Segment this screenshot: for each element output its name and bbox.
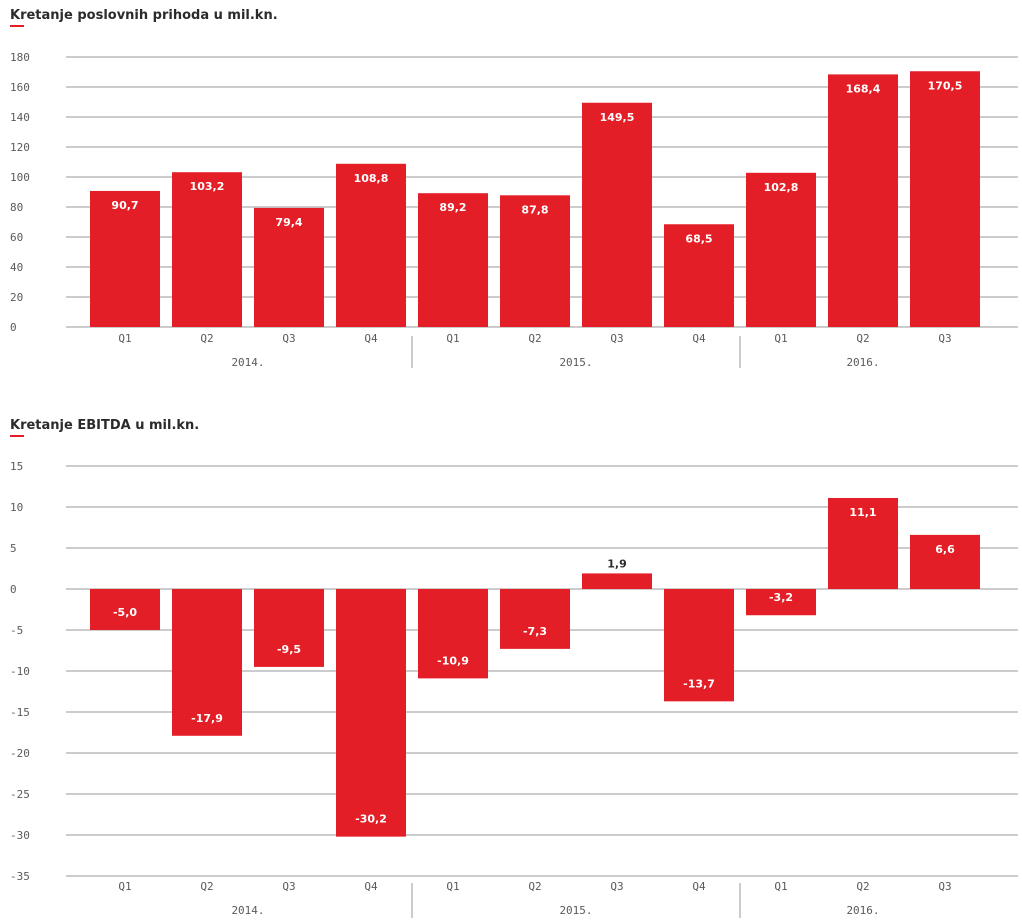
bar [90, 589, 160, 630]
y-tick-label: 5 [10, 542, 17, 555]
data-label: 87,8 [521, 203, 548, 216]
category-label: Q4 [364, 332, 378, 345]
category-label: Q4 [692, 880, 706, 893]
bar [664, 589, 734, 702]
year-label: 2014. [231, 904, 264, 917]
category-label: Q1 [774, 332, 787, 345]
data-label: 89,2 [439, 201, 466, 214]
bar [500, 589, 570, 649]
bar [336, 589, 406, 837]
category-label: Q3 [610, 332, 623, 345]
bar [418, 193, 488, 327]
revenue-chart: 0 20 40 60 80 100 120 140 160 180 90,7 Q1 103,2 Q2 79,… [10, 51, 1018, 369]
category-label: Q3 [938, 332, 951, 345]
y-tick-label: -30 [10, 829, 30, 842]
data-label: -13,7 [683, 677, 715, 690]
bar [828, 74, 898, 328]
y-tick-label: 160 [10, 81, 30, 94]
y-tick-label: -25 [10, 788, 30, 801]
bar [172, 172, 242, 327]
data-label: 1,9 [607, 557, 627, 570]
chart-title-ebitda: Kretanje EBITDA u mil.kn. [10, 418, 200, 433]
data-label: -17,9 [191, 712, 223, 725]
category-label: Q2 [528, 880, 541, 893]
category-label: Q1 [118, 880, 131, 893]
data-label: -7,3 [523, 625, 547, 638]
category-label: Q1 [446, 332, 459, 345]
year-label: 2016. [846, 356, 879, 369]
y-tick-label: 10 [10, 501, 23, 514]
data-label: 170,5 [928, 79, 963, 92]
data-label: -10,9 [437, 654, 469, 667]
bar [582, 102, 652, 327]
data-label: 149,5 [600, 111, 635, 124]
y-tick-label: 80 [10, 201, 23, 214]
category-label: Q1 [446, 880, 459, 893]
bar [418, 589, 488, 679]
year-label: 2015. [559, 904, 592, 917]
data-label: 102,8 [764, 181, 799, 194]
year-label: 2014. [231, 356, 264, 369]
bar [746, 589, 816, 616]
y-tick-label: 40 [10, 261, 23, 274]
y-tick-label: 20 [10, 291, 23, 304]
y-tick-label: 180 [10, 51, 30, 64]
y-tick-label: 120 [10, 141, 30, 154]
data-label: 11,1 [849, 506, 876, 519]
category-label: Q2 [200, 332, 213, 345]
y-tick-label: 60 [10, 231, 23, 244]
category-label: Q3 [282, 332, 295, 345]
category-label: Q4 [364, 880, 378, 893]
y-tick-label: 0 [10, 583, 17, 596]
data-label: 68,5 [685, 232, 712, 245]
bar [582, 573, 652, 589]
bar [172, 589, 242, 736]
category-label: Q3 [938, 880, 951, 893]
y-tick-label: -35 [10, 870, 30, 883]
y-tick-label: -20 [10, 747, 30, 760]
bar [664, 224, 734, 327]
chart-title-revenue: Kretanje poslovnih prihoda u mil.kn. [10, 8, 278, 23]
year-label: 2015. [559, 356, 592, 369]
y-tick-label: -15 [10, 706, 30, 719]
y-tick-label: -5 [10, 624, 23, 637]
title-accent-ebitda [10, 435, 24, 437]
category-label: Q4 [692, 332, 706, 345]
bar [90, 190, 160, 327]
bar [500, 195, 570, 327]
bar [828, 497, 898, 589]
bar [910, 534, 980, 589]
bar [336, 163, 406, 327]
y-tick-label: 0 [10, 321, 17, 334]
year-label: 2016. [846, 904, 879, 917]
category-label: Q1 [118, 332, 131, 345]
data-label: 103,2 [190, 180, 225, 193]
data-label: 90,7 [111, 199, 138, 212]
category-label: Q2 [856, 880, 869, 893]
data-label: 108,8 [354, 172, 389, 185]
ebitda-chart: -35 -30 -25 -20 -15 -10 -5 0 5 10 15 -5,0 Q1 -17,9 Q2 -… [10, 460, 1018, 918]
bar [910, 71, 980, 327]
data-label: 168,4 [846, 82, 881, 95]
bar [746, 172, 816, 327]
data-label: -5,0 [113, 606, 137, 619]
category-label: Q2 [528, 332, 541, 345]
y-tick-label: -10 [10, 665, 30, 678]
category-label: Q2 [856, 332, 869, 345]
bar [254, 589, 324, 667]
category-label: Q1 [774, 880, 787, 893]
data-label: -9,5 [277, 643, 301, 656]
category-label: Q3 [610, 880, 623, 893]
y-tick-label: 100 [10, 171, 30, 184]
y-tick-label: 140 [10, 111, 30, 124]
data-label: -3,2 [769, 591, 793, 604]
data-label: 79,4 [275, 216, 302, 229]
bar [254, 207, 324, 327]
title-accent-revenue [10, 25, 24, 27]
data-label: -30,2 [355, 813, 387, 826]
y-tick-label: 15 [10, 460, 23, 473]
category-label: Q3 [282, 880, 295, 893]
category-label: Q2 [200, 880, 213, 893]
data-label: 6,6 [935, 543, 955, 556]
